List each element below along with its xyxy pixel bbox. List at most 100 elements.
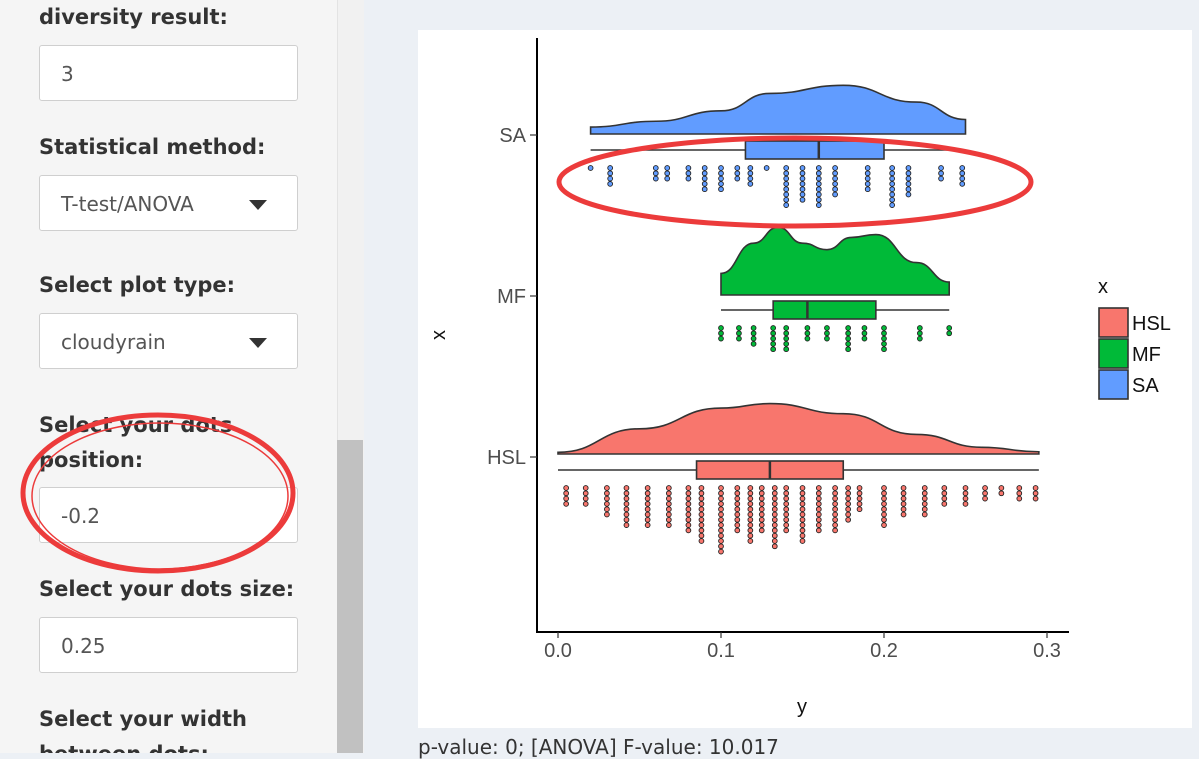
dot <box>832 165 838 171</box>
dot-column-mf <box>845 325 851 353</box>
dot-column-mf <box>718 325 724 342</box>
dot <box>604 501 610 507</box>
dot <box>856 501 863 507</box>
dot <box>718 490 724 497</box>
dot <box>804 325 811 331</box>
dot <box>747 170 754 177</box>
x-axis-title: y <box>797 696 807 718</box>
dot <box>864 165 871 171</box>
dot <box>815 485 822 491</box>
dot <box>607 181 614 187</box>
dot <box>665 501 672 507</box>
cloud-hsl <box>557 402 1040 455</box>
dot-column-hsl <box>856 485 863 513</box>
dot <box>582 490 589 497</box>
dot <box>845 325 851 331</box>
dot <box>815 506 822 513</box>
dot-column-mf <box>750 325 757 347</box>
dot <box>881 495 887 502</box>
dots-position-input[interactable]: -0.2 <box>39 487 298 543</box>
dot <box>815 511 822 518</box>
dot <box>771 495 778 502</box>
dot <box>824 335 830 342</box>
dot <box>982 495 988 502</box>
dot <box>652 165 659 171</box>
dot <box>734 495 741 502</box>
y-axis-title: x <box>428 330 450 340</box>
legend-label-sa: SA <box>1132 375 1159 397</box>
dot <box>881 501 887 507</box>
dot <box>921 495 928 502</box>
dot <box>771 527 778 534</box>
dot <box>832 495 838 502</box>
diversity-result-input[interactable]: 3 <box>39 45 298 101</box>
dot <box>718 516 724 523</box>
dot <box>734 165 741 171</box>
dot-column-sa <box>747 165 754 187</box>
dot-column-mf <box>881 325 887 353</box>
dot-column-hsl <box>1016 485 1023 502</box>
dot <box>644 511 651 518</box>
dot <box>701 165 708 171</box>
dot <box>750 341 757 347</box>
dot <box>832 516 838 523</box>
statistical-method-select[interactable]: T-test/ANOVA <box>39 175 298 231</box>
dot <box>900 485 907 491</box>
dot <box>921 511 928 518</box>
annotation-overlay-sidebar <box>20 412 296 574</box>
dot <box>959 165 966 171</box>
dot <box>747 516 754 523</box>
dot-column-hsl <box>698 485 705 544</box>
dot <box>770 346 777 353</box>
dot <box>832 191 838 198</box>
dot <box>815 495 822 502</box>
dot <box>698 522 705 528</box>
dot <box>783 175 790 182</box>
dot-column-sa <box>734 165 741 182</box>
dot <box>652 175 659 182</box>
dot <box>1032 490 1039 497</box>
dot <box>758 506 765 513</box>
dot-column-mf <box>783 325 790 353</box>
dot <box>783 165 790 171</box>
dot <box>900 490 907 497</box>
dot <box>881 522 887 528</box>
dot <box>623 485 630 491</box>
dots-position-label-line2: position: <box>39 448 144 472</box>
dot <box>799 538 806 544</box>
dot <box>747 522 754 528</box>
dot <box>889 191 896 198</box>
box-mf <box>772 300 877 320</box>
dot-column-hsl <box>563 485 570 507</box>
dot-column-sa <box>959 165 966 187</box>
dot <box>815 186 822 193</box>
dot <box>718 170 724 177</box>
dot <box>623 522 630 528</box>
category-label-mf: MF <box>497 286 526 308</box>
dot <box>845 335 851 342</box>
dot <box>747 485 754 491</box>
dots-size-input[interactable]: 0.25 <box>39 617 298 673</box>
dot <box>718 548 724 555</box>
dot <box>685 490 692 497</box>
dot <box>815 522 822 528</box>
dot-column-hsl <box>998 485 1005 497</box>
sidebar-scrollbar-thumb[interactable] <box>337 440 363 753</box>
dot <box>946 325 953 331</box>
dot <box>718 501 724 507</box>
dot-column-hsl <box>582 485 589 507</box>
dot <box>747 181 754 187</box>
dot <box>734 490 741 497</box>
dot <box>718 485 724 491</box>
dot <box>815 196 822 203</box>
dot <box>770 335 777 342</box>
dot <box>747 165 754 171</box>
dot <box>747 506 754 513</box>
plot-type-select[interactable]: cloudyrain <box>39 313 298 369</box>
dot-column-sa <box>864 165 871 193</box>
dot <box>881 330 887 337</box>
dot <box>758 511 765 518</box>
dot <box>815 181 822 187</box>
dot <box>815 191 822 198</box>
dot <box>815 516 822 523</box>
